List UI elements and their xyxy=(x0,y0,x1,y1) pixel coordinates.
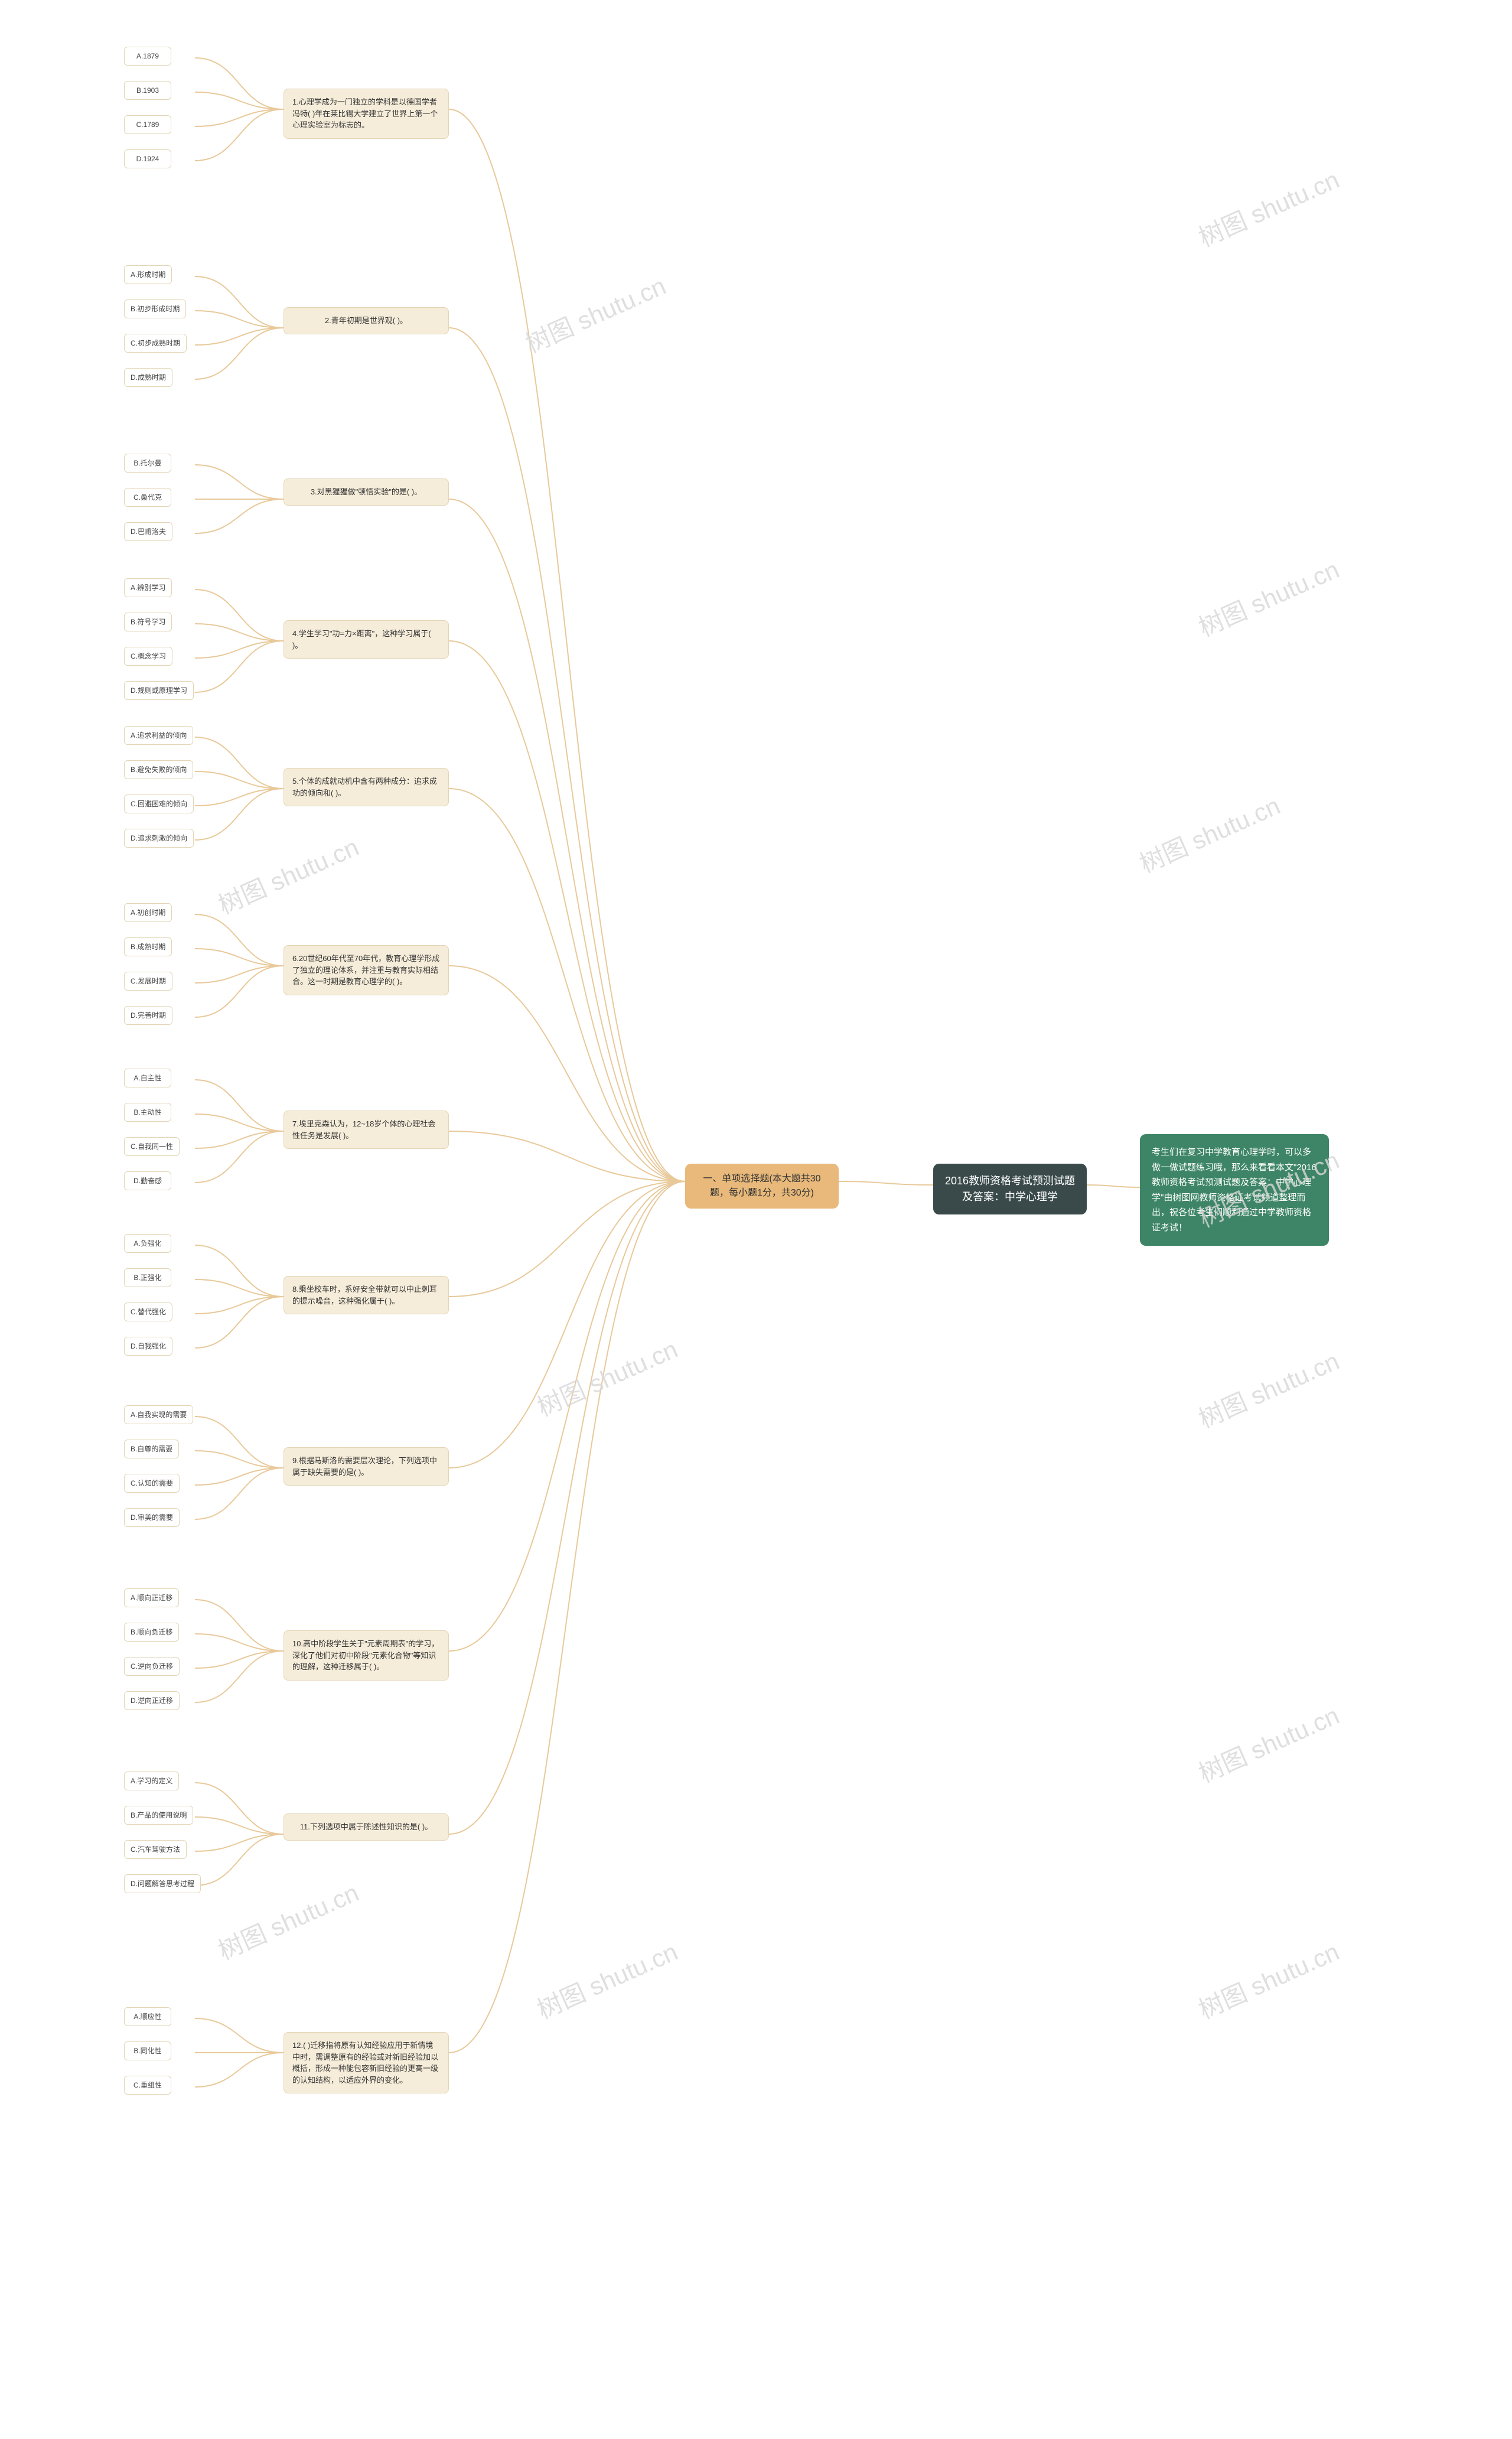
watermark: 树图 shutu.cn xyxy=(1192,1932,1344,2026)
question-6-option-4[interactable]: D.完善时期 xyxy=(124,1006,172,1025)
question-12: 12.( )迁移指将原有认知经验应用于新情境中时，需调整原有的经验或对新旧经验加… xyxy=(284,2032,449,2093)
section-node: 一、单项选择题(本大题共30题，每小题1分，共30分) xyxy=(685,1164,839,1209)
question-5-option-2[interactable]: B.避免失败的倾向 xyxy=(124,760,193,779)
question-11-option-1[interactable]: A.学习的定义 xyxy=(124,1772,179,1790)
question-10: 10.高中阶段学生关于"元素周期表"的学习，深化了他们对初中阶段"元素化合物"等… xyxy=(284,1630,449,1681)
question-8: 8.乘坐校车时，系好安全带就可以中止刺耳的提示噪音，这种强化属于( )。 xyxy=(284,1276,449,1314)
question-7-option-1[interactable]: A.自主性 xyxy=(124,1069,171,1087)
question-2-option-1[interactable]: A.形成时期 xyxy=(124,265,172,284)
question-10-option-1[interactable]: A.顺向正迁移 xyxy=(124,1588,179,1607)
question-5-option-4[interactable]: D.追求刺激的倾向 xyxy=(124,829,194,848)
question-4: 4.学生学习"功=力×距离"，这种学习属于( )。 xyxy=(284,620,449,659)
watermark: 树图 shutu.cn xyxy=(212,828,364,921)
question-11-option-2[interactable]: B.产品的使用说明 xyxy=(124,1806,193,1825)
question-5-option-1[interactable]: A.追求利益的倾向 xyxy=(124,726,193,745)
question-8-option-2[interactable]: B.正强化 xyxy=(124,1268,171,1287)
question-9-option-2[interactable]: B.自尊的需要 xyxy=(124,1440,179,1458)
question-5-option-3[interactable]: C.回避困难的倾向 xyxy=(124,794,194,813)
question-1-option-2[interactable]: B.1903 xyxy=(124,81,171,100)
question-6: 6.20世纪60年代至70年代，教育心理学形成了独立的理论体系，并注重与教育实际… xyxy=(284,945,449,995)
watermark: 树图 shutu.cn xyxy=(1133,786,1285,880)
watermark: 树图 shutu.cn xyxy=(519,266,671,360)
question-1-option-4[interactable]: D.1924 xyxy=(124,149,171,168)
question-7: 7.埃里克森认为，12~18岁个体的心理社会性任务是发展( )。 xyxy=(284,1111,449,1149)
question-3-option-2[interactable]: C.桑代克 xyxy=(124,488,171,507)
question-6-option-2[interactable]: B.成熟时期 xyxy=(124,937,172,956)
watermark: 树图 shutu.cn xyxy=(1192,1341,1344,1435)
question-7-option-2[interactable]: B.主动性 xyxy=(124,1103,171,1122)
watermark: 树图 shutu.cn xyxy=(212,1873,364,1967)
question-1: 1.心理学成为一门独立的学科是以德国学者冯特( )年在莱比锡大学建立了世界上第一… xyxy=(284,89,449,139)
question-6-option-3[interactable]: C.发展时期 xyxy=(124,972,172,991)
question-10-option-4[interactable]: D.逆向正迁移 xyxy=(124,1691,180,1710)
question-10-option-3[interactable]: C.逆向负迁移 xyxy=(124,1657,180,1676)
question-2-option-2[interactable]: B.初步形成时期 xyxy=(124,299,186,318)
watermark: 树图 shutu.cn xyxy=(531,1330,683,1424)
question-1-option-1[interactable]: A.1879 xyxy=(124,47,171,66)
question-9: 9.根据马斯洛的需要层次理论，下列选项中属于缺失需要的是( )。 xyxy=(284,1447,449,1486)
question-9-option-3[interactable]: C.认知的需要 xyxy=(124,1474,180,1493)
question-3-option-3[interactable]: D.巴甫洛夫 xyxy=(124,522,172,541)
question-4-option-3[interactable]: C.概念学习 xyxy=(124,647,172,666)
question-12-option-2[interactable]: B.同化性 xyxy=(124,2041,171,2060)
question-6-option-1[interactable]: A.初创时期 xyxy=(124,903,172,922)
watermark: 树图 shutu.cn xyxy=(531,1932,683,2026)
question-5: 5.个体的成就动机中含有两种成分：追求成功的倾向和( )。 xyxy=(284,768,449,806)
question-2-option-4[interactable]: D.成熟时期 xyxy=(124,368,172,387)
question-11-option-4[interactable]: D.问题解答思考过程 xyxy=(124,1874,201,1893)
question-10-option-2[interactable]: B.顺向负迁移 xyxy=(124,1623,179,1642)
question-4-option-4[interactable]: D.规则或原理学习 xyxy=(124,681,194,700)
root-node: 2016教师资格考试预测试题及答案：中学心理学 xyxy=(933,1164,1087,1214)
question-2: 2.青年初期是世界观( )。 xyxy=(284,307,449,334)
question-4-option-1[interactable]: A.辨别学习 xyxy=(124,578,172,597)
watermark: 树图 shutu.cn xyxy=(1192,550,1344,644)
intro-node: 考生们在复习中学教育心理学时，可以多做一做试题练习哦，那么来看看本文"2016教… xyxy=(1140,1134,1329,1246)
question-7-option-3[interactable]: C.自我同一性 xyxy=(124,1137,180,1156)
question-9-option-1[interactable]: A.自我实现的需要 xyxy=(124,1405,193,1424)
question-1-option-3[interactable]: C.1789 xyxy=(124,115,171,134)
question-9-option-4[interactable]: D.审美的需要 xyxy=(124,1508,180,1527)
question-8-option-4[interactable]: D.自我强化 xyxy=(124,1337,172,1356)
watermark: 树图 shutu.cn xyxy=(1192,160,1344,254)
question-12-option-1[interactable]: A.顺应性 xyxy=(124,2007,171,2026)
question-4-option-2[interactable]: B.符号学习 xyxy=(124,613,172,631)
question-3-option-1[interactable]: B.托尔曼 xyxy=(124,454,171,473)
question-11: 11.下列选项中属于陈述性知识的是( )。 xyxy=(284,1813,449,1841)
question-2-option-3[interactable]: C.初步成熟时期 xyxy=(124,334,187,353)
question-11-option-3[interactable]: C.汽车驾驶方法 xyxy=(124,1840,187,1859)
question-3: 3.对黑猩猩做"顿悟实验"的是( )。 xyxy=(284,478,449,506)
question-12-option-3[interactable]: C.重组性 xyxy=(124,2076,171,2095)
question-8-option-3[interactable]: C.替代强化 xyxy=(124,1302,172,1321)
question-7-option-4[interactable]: D.勤奋感 xyxy=(124,1171,171,1190)
watermark: 树图 shutu.cn xyxy=(1192,1696,1344,1790)
question-8-option-1[interactable]: A.负强化 xyxy=(124,1234,171,1253)
